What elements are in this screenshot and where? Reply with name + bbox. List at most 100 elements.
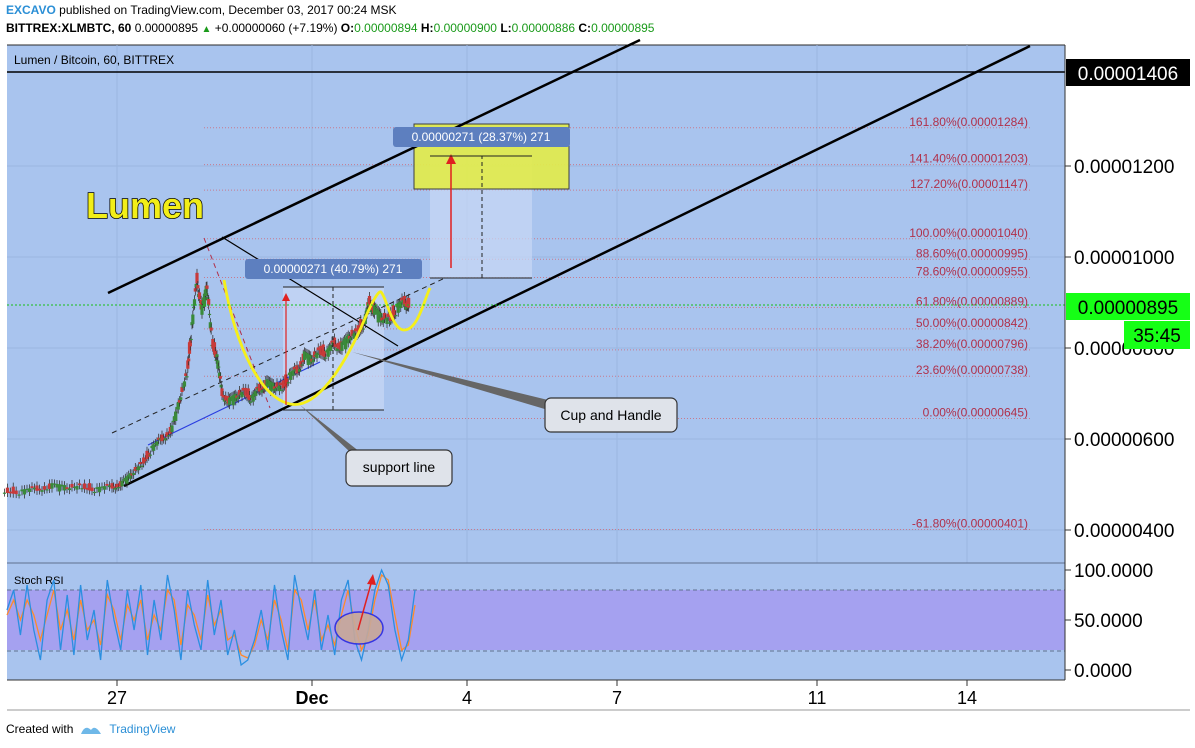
tradingview-logo-icon: [81, 727, 102, 734]
price-pane[interactable]: [7, 45, 1065, 563]
support-line-callout[interactable]: [345, 449, 453, 487]
candle-body: [37, 488, 42, 491]
candle-body: [312, 351, 317, 358]
candle-body: [302, 351, 307, 360]
candle-body: [205, 285, 209, 289]
candle-body: [324, 357, 328, 359]
candle-body: [75, 486, 79, 490]
candle-body: [403, 302, 407, 307]
candle-body: [217, 372, 222, 378]
candle-body: [95, 487, 99, 490]
lumen-title: Lumen: [86, 185, 204, 226]
candle-body: [370, 303, 374, 311]
candle-body: [194, 283, 198, 288]
time-tick-label: 27: [107, 688, 127, 708]
candle-body: [193, 288, 197, 292]
candle-body: [162, 437, 166, 440]
price-change: +0.00000060 (+7.19%): [214, 21, 338, 35]
rsi-up-arrowhead: [367, 574, 376, 585]
symbol-name: BITTREX:XLMBTC, 60: [6, 21, 132, 35]
channel-upper-line[interactable]: [107, 38, 641, 295]
candle-body: [236, 396, 240, 400]
author-link[interactable]: EXCAVO: [6, 3, 56, 17]
candle-body: [392, 310, 397, 317]
candle-body: [402, 295, 407, 306]
candle-body: [266, 379, 270, 382]
candle-body: [168, 426, 172, 434]
footer: Created with TradingView: [6, 722, 175, 736]
fib-level-label: 141.40%(0.00001203): [909, 152, 1028, 166]
cup-callout-pointer: [352, 352, 548, 410]
rsi-tick-label: 100.0000: [1074, 561, 1153, 582]
candle-body: [113, 487, 117, 490]
candle-body: [30, 486, 34, 489]
candle-body: [42, 486, 47, 490]
candle-body: [367, 295, 372, 306]
candle-body: [292, 366, 297, 370]
candle-body: [195, 272, 199, 284]
symbol-header: BITTREX:XLMBTC, 60 0.00000895 ▲ +0.00000…: [6, 21, 654, 35]
candle-body: [180, 386, 184, 392]
candle-body: [192, 299, 197, 306]
candle-body: [184, 373, 188, 377]
time-axis[interactable]: 27 Dec 4 7 11 14: [107, 680, 977, 708]
candle-body: [350, 329, 354, 336]
candle-body: [50, 483, 54, 489]
candle-body: [80, 488, 84, 490]
candle-body: [197, 292, 202, 300]
candle-body: [20, 489, 24, 492]
candle-body: [142, 457, 146, 464]
candle-body: [340, 342, 344, 351]
candle-body: [207, 299, 211, 306]
top-price-tag: [1066, 59, 1190, 86]
candle-body: [171, 420, 175, 422]
candle-body: [249, 401, 253, 403]
candle-body: [123, 477, 127, 482]
measure-lower-text: 0.00000271 (40.79%) 271: [264, 262, 403, 276]
channel-lower-line[interactable]: [123, 44, 1031, 488]
candle-body: [352, 332, 357, 339]
fib-retracement[interactable]: 161.80%(0.00001284) 141.40%(0.00001203) 12…: [204, 115, 1030, 531]
time-tick-label: 4: [462, 688, 472, 708]
measure-lower-badge: [245, 259, 422, 279]
candle-body: [209, 327, 213, 331]
candle-body: [304, 352, 308, 354]
candle-body: [160, 434, 164, 442]
candle-body: [311, 359, 315, 363]
published-text: published on TradingView.com, December 0…: [59, 3, 397, 17]
candle-body: [306, 353, 310, 366]
candle-body: [130, 473, 134, 476]
fib-level-label: -61.80%(0.00000401): [912, 517, 1028, 531]
fib-level-label: 0.00%(0.00000645): [923, 406, 1028, 420]
time-tick-label: 11: [808, 688, 827, 708]
countdown-tag: [1124, 321, 1190, 349]
footer-created-text: Created with: [6, 722, 74, 736]
candle-body: [322, 351, 327, 357]
lower-measure-arrowhead: [282, 293, 290, 301]
price-tick-label: 0.00000600: [1074, 430, 1174, 451]
candle-body: [213, 351, 217, 357]
cup-and-handle-callout[interactable]: [544, 397, 678, 433]
candle-body: [105, 483, 109, 486]
candle-body: [181, 386, 185, 388]
candle-body: [127, 474, 131, 477]
candle-body: [165, 432, 169, 437]
cup-and-handle-curve: [222, 279, 432, 406]
candle-body: [186, 360, 190, 369]
candle-body: [87, 483, 92, 491]
footer-brand-link[interactable]: TradingView: [109, 722, 176, 736]
price-axis[interactable]: 0.000012000.000010000.000008000.00000600…: [1065, 157, 1174, 542]
candle-body: [386, 313, 390, 317]
candle-body: [112, 486, 116, 489]
candle-body: [335, 347, 339, 351]
rsi-axis[interactable]: 100.0000 50.0000 0.0000: [1065, 561, 1153, 682]
candle-body: [216, 360, 220, 369]
rsi-legend: Stoch RSI: [14, 575, 64, 587]
candle-body: [192, 306, 196, 309]
publish-header: EXCAVO published on TradingView.com, Dec…: [6, 3, 396, 17]
price-tick-label: 0.00001000: [1074, 248, 1174, 269]
candle-body: [167, 435, 171, 437]
candle-body: [60, 484, 64, 487]
candle-body: [188, 340, 192, 347]
